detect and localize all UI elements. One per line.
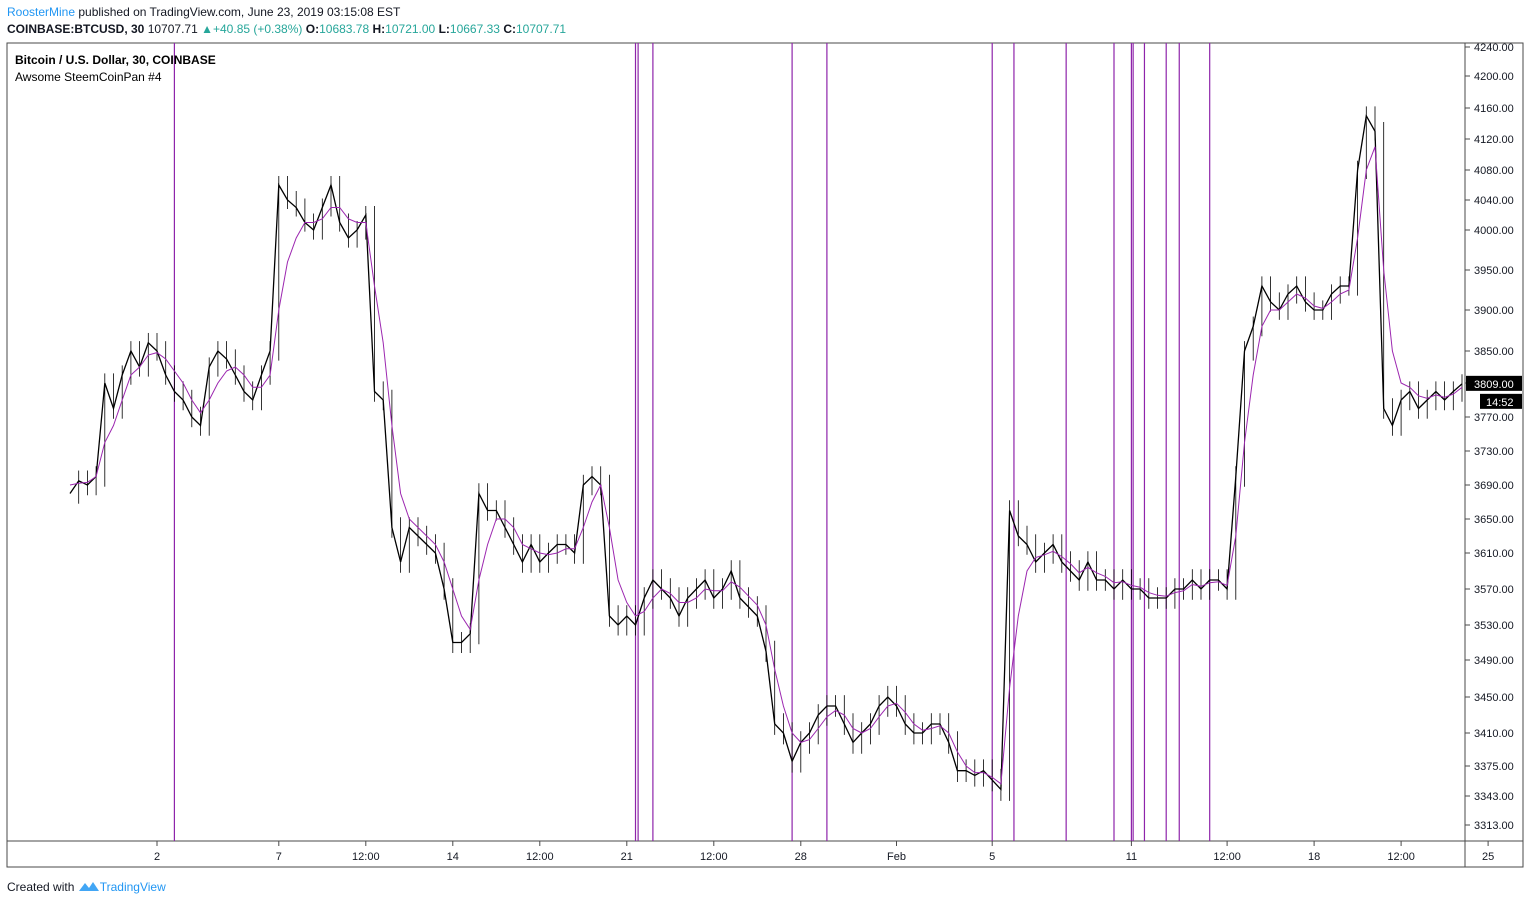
candles [69,106,1463,801]
price-tick-label: 3850.00 [1474,346,1514,358]
time-tick-label: 5 [989,851,995,863]
price-tick-label: 4000.00 [1474,225,1514,237]
time-tick-label: 18 [1308,851,1320,863]
countdown-box [1480,393,1522,409]
last-price-marker: 3809.00 14:52 [1466,375,1522,409]
footer: Created with TradingView [7,880,166,894]
countdown-label: 14:52 [1486,397,1514,409]
price-tick-label: 3375.00 [1474,761,1514,773]
price-tick-label: 4160.00 [1474,103,1514,115]
time-tick-label: 12:00 [526,851,554,863]
price-tick-label: 3313.00 [1474,820,1514,832]
ohlc-bar: COINBASE:BTCUSD, 30 10707.71 ▲+40.85 (+0… [7,22,566,36]
price-tick-label: 3900.00 [1474,305,1514,317]
time-tick-label: 25 [1482,851,1494,863]
tradingview-logo-icon [78,880,100,894]
time-tick-label: 2 [154,851,160,863]
high-value: 10721.00 [385,22,436,36]
chart-frame [6,42,1524,868]
price-tick-label: 3410.00 [1474,728,1514,740]
tradingview-brand[interactable]: TradingView [99,880,166,894]
price-tick-label: 3690.00 [1474,480,1514,492]
publish-info: RoosterMine published on TradingView.com… [7,5,400,19]
price-tick-label: 3490.00 [1474,655,1514,667]
price-tick-label: 3530.00 [1474,620,1514,632]
high-label: H: [372,22,386,36]
time-tick-label: 14 [447,851,459,863]
price-tick-label: 4120.00 [1474,134,1514,146]
close-label: C: [503,22,516,36]
low-value: 10667.33 [449,22,500,36]
published-text: published on TradingView.com, June 23, 2… [75,5,401,19]
price-tick-label: 4240.00 [1474,42,1514,54]
price-tick-label: 4040.00 [1474,195,1514,207]
price-axis[interactable]: 4240.00 4200.00 4160.00 4120.00 4080.00 4040.… [1465,42,1514,832]
publisher-link[interactable]: RoosterMine [7,5,76,19]
open-label: O: [305,22,320,36]
price-tick-label: 3730.00 [1474,446,1514,458]
close-value: 10707.71 [515,22,567,36]
price-tick-label: 3610.00 [1474,548,1514,560]
time-tick-label: 12:00 [700,851,728,863]
price-tick-label: 4200.00 [1474,71,1514,83]
time-tick-label: 12:00 [352,851,380,863]
created-with-label: Created with [7,880,75,894]
price-tick-label: 3770.00 [1474,412,1514,424]
time-tick-label: 21 [621,851,633,863]
price-tick-label: 3650.00 [1474,514,1514,526]
price-tick-label: 4080.00 [1474,165,1514,177]
time-tick-label: 11 [1126,851,1137,863]
last-price-box [1466,375,1522,391]
legend-title: Bitcoin / U.S. Dollar, 30, COINBASE [15,53,216,67]
price-tick-label: 3450.00 [1474,692,1514,704]
price-tick-label: 3950.00 [1474,265,1514,277]
time-tick-label: 28 [795,851,807,863]
last-price: 10707.71 [147,22,198,36]
open-value: 10683.78 [319,22,370,36]
low-label: L: [438,22,450,36]
symbol-label: COINBASE:BTCUSD, 30 [7,22,145,36]
ma-line [69,146,1463,785]
time-tick-label: Feb [887,851,906,863]
vertical-markers [173,43,1211,841]
up-arrow-icon: ▲ [201,22,213,36]
price-change: +40.85 (+0.38%) [213,22,303,36]
last-price-label: 3809.00 [1474,379,1514,391]
legend-indicator: Awsome SteemCoinPan #4 [15,70,162,84]
time-tick-label: 7 [276,851,282,863]
price-tick-label: 3343.00 [1474,791,1514,803]
time-tick-label: 12:00 [1213,851,1241,863]
time-tick-label: 12:00 [1387,851,1415,863]
time-axis[interactable]: 2 7 12:00 14 12:00 21 12:00 28 Feb 5 11 12:00 18 12:0… [154,841,1494,863]
price-tick-label: 3570.00 [1474,584,1514,596]
